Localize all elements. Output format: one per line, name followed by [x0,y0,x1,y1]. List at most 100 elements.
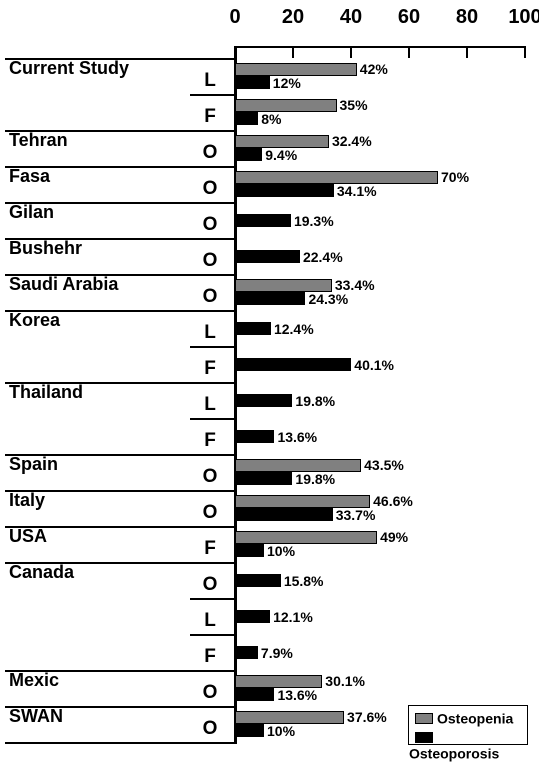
bar-osteoporosis [235,112,258,125]
value-label-osteopenia: 30.1% [325,673,365,689]
study-label: Current Study [9,58,129,79]
row-separator-short [190,94,235,96]
table-row: MexicO30.1%13.6% [0,670,539,706]
site-code: F [200,538,220,560]
table-row: Canada O 15.8% [0,562,539,598]
study-label: Italy [9,490,45,511]
x-axis-tick [408,46,410,58]
bar-osteoporosis [235,430,274,443]
value-label-osteoporosis: 12.1% [273,609,313,625]
table-row: F 7.9% [0,634,539,670]
site-code: L [200,322,220,344]
x-axis-tick [466,46,468,58]
value-label-osteopenia: 37.6% [347,709,387,725]
value-label-osteopenia: 32.4% [332,133,372,149]
bottom-rule [5,742,235,744]
bar-osteoporosis [235,508,333,521]
table-row: F13.6% [0,418,539,454]
table-row: L12.1% [0,598,539,634]
bar-osteoporosis [235,214,291,227]
bar-osteoporosis [235,292,305,305]
value-label-osteoporosis: 33.7% [336,507,376,523]
table-row: Saudi ArabiaO33.4%24.3% [0,274,539,310]
value-label-osteoporosis: 10% [267,723,295,739]
value-label-osteoporosis: 13.6% [277,687,317,703]
bar-osteoporosis [235,610,270,623]
value-label-osteopenia: 70% [441,169,469,185]
value-label-osteoporosis: 12% [273,75,301,91]
legend-label-osteoporosis: Osteoporosis [409,746,499,762]
value-label-osteoporosis: 10% [267,543,295,559]
value-label-osteoporosis: 19.3% [294,213,334,229]
x-axis-tick-label: 80 [456,6,478,29]
table-row: USAF49%10% [0,526,539,562]
value-label-osteoporosis: 22.4% [303,249,343,265]
table-row: Spain O 43.5% 19.8% [0,454,539,490]
x-axis-tick-label: 60 [398,6,420,29]
study-label: Saudi Arabia [9,274,118,295]
value-label-osteoporosis: 8% [261,111,281,127]
table-row: F40.1% [0,346,539,382]
value-label-osteoporosis: 7.9% [261,645,293,661]
value-label-osteoporosis: 34.1% [337,183,377,199]
table-row: ThailandL19.8% [0,382,539,418]
bar-osteoporosis [235,688,274,701]
bar-osteopenia [235,99,337,112]
site-code: O [200,502,220,524]
value-label-osteopenia: 43.5% [364,457,404,473]
study-label: Thailand [9,382,83,403]
bar-osteoporosis [235,148,262,161]
study-label: Gilan [9,202,54,223]
site-code: F [200,430,220,452]
study-label: Mexic [9,670,59,691]
table-row: ItalyO46.6%33.7% [0,490,539,526]
value-label-osteoporosis: 9.4% [265,147,297,163]
study-label: Bushehr [9,238,82,259]
table-row: GilanO19.3% [0,202,539,238]
site-code: F [200,106,220,128]
row-separator-short [190,634,235,636]
x-axis-line [235,46,525,48]
value-label-osteoporosis: 24.3% [308,291,348,307]
value-label-osteopenia: 35% [340,97,368,113]
bar-osteopenia [235,531,377,544]
legend-swatch-osteopenia [415,713,433,724]
legend: Osteopenia Osteoporosis [408,705,528,745]
prevalence-bar-chart: 020406080100 Current StudyL42%12%F35%8%T… [0,0,539,782]
bar-osteoporosis [235,184,334,197]
study-label: Fasa [9,166,50,187]
table-row: Korea L 12.4% [0,310,539,346]
x-axis-tick-label: 100 [508,6,539,29]
bar-osteoporosis [235,322,271,335]
x-axis-tick [524,46,526,58]
study-label: Spain [9,454,58,475]
x-axis-tick-label: 0 [229,6,240,29]
bar-osteoporosis [235,472,292,485]
study-label: Korea [9,310,60,331]
table-row: F 35% 8% [0,94,539,130]
study-label: Canada [9,562,74,583]
value-label-osteoporosis: 12.4% [274,321,314,337]
site-code: F [200,358,220,380]
chart-rows: Current StudyL42%12%F35%8%TehranO32.4%9.… [0,58,539,742]
site-code: F [200,646,220,668]
site-code: O [200,466,220,488]
site-code: O [200,718,220,740]
bar-osteoporosis [235,250,300,263]
value-label-osteoporosis: 19.8% [295,471,335,487]
table-row: TehranO32.4%9.4% [0,130,539,166]
value-label-osteoporosis: 15.8% [284,573,324,589]
site-code: O [200,142,220,164]
site-code: O [200,250,220,272]
x-axis: 020406080100 [0,0,539,65]
value-label-osteopenia: 42% [360,61,388,77]
bar-osteoporosis [235,76,270,89]
row-separator-short [190,598,235,600]
table-row: FasaO70%34.1% [0,166,539,202]
site-code: O [200,574,220,596]
x-axis-tick [292,46,294,58]
bar-osteoporosis [235,394,292,407]
legend-label-osteopenia: Osteopenia [437,710,513,726]
value-label-osteopenia: 49% [380,529,408,545]
site-code: L [200,70,220,92]
